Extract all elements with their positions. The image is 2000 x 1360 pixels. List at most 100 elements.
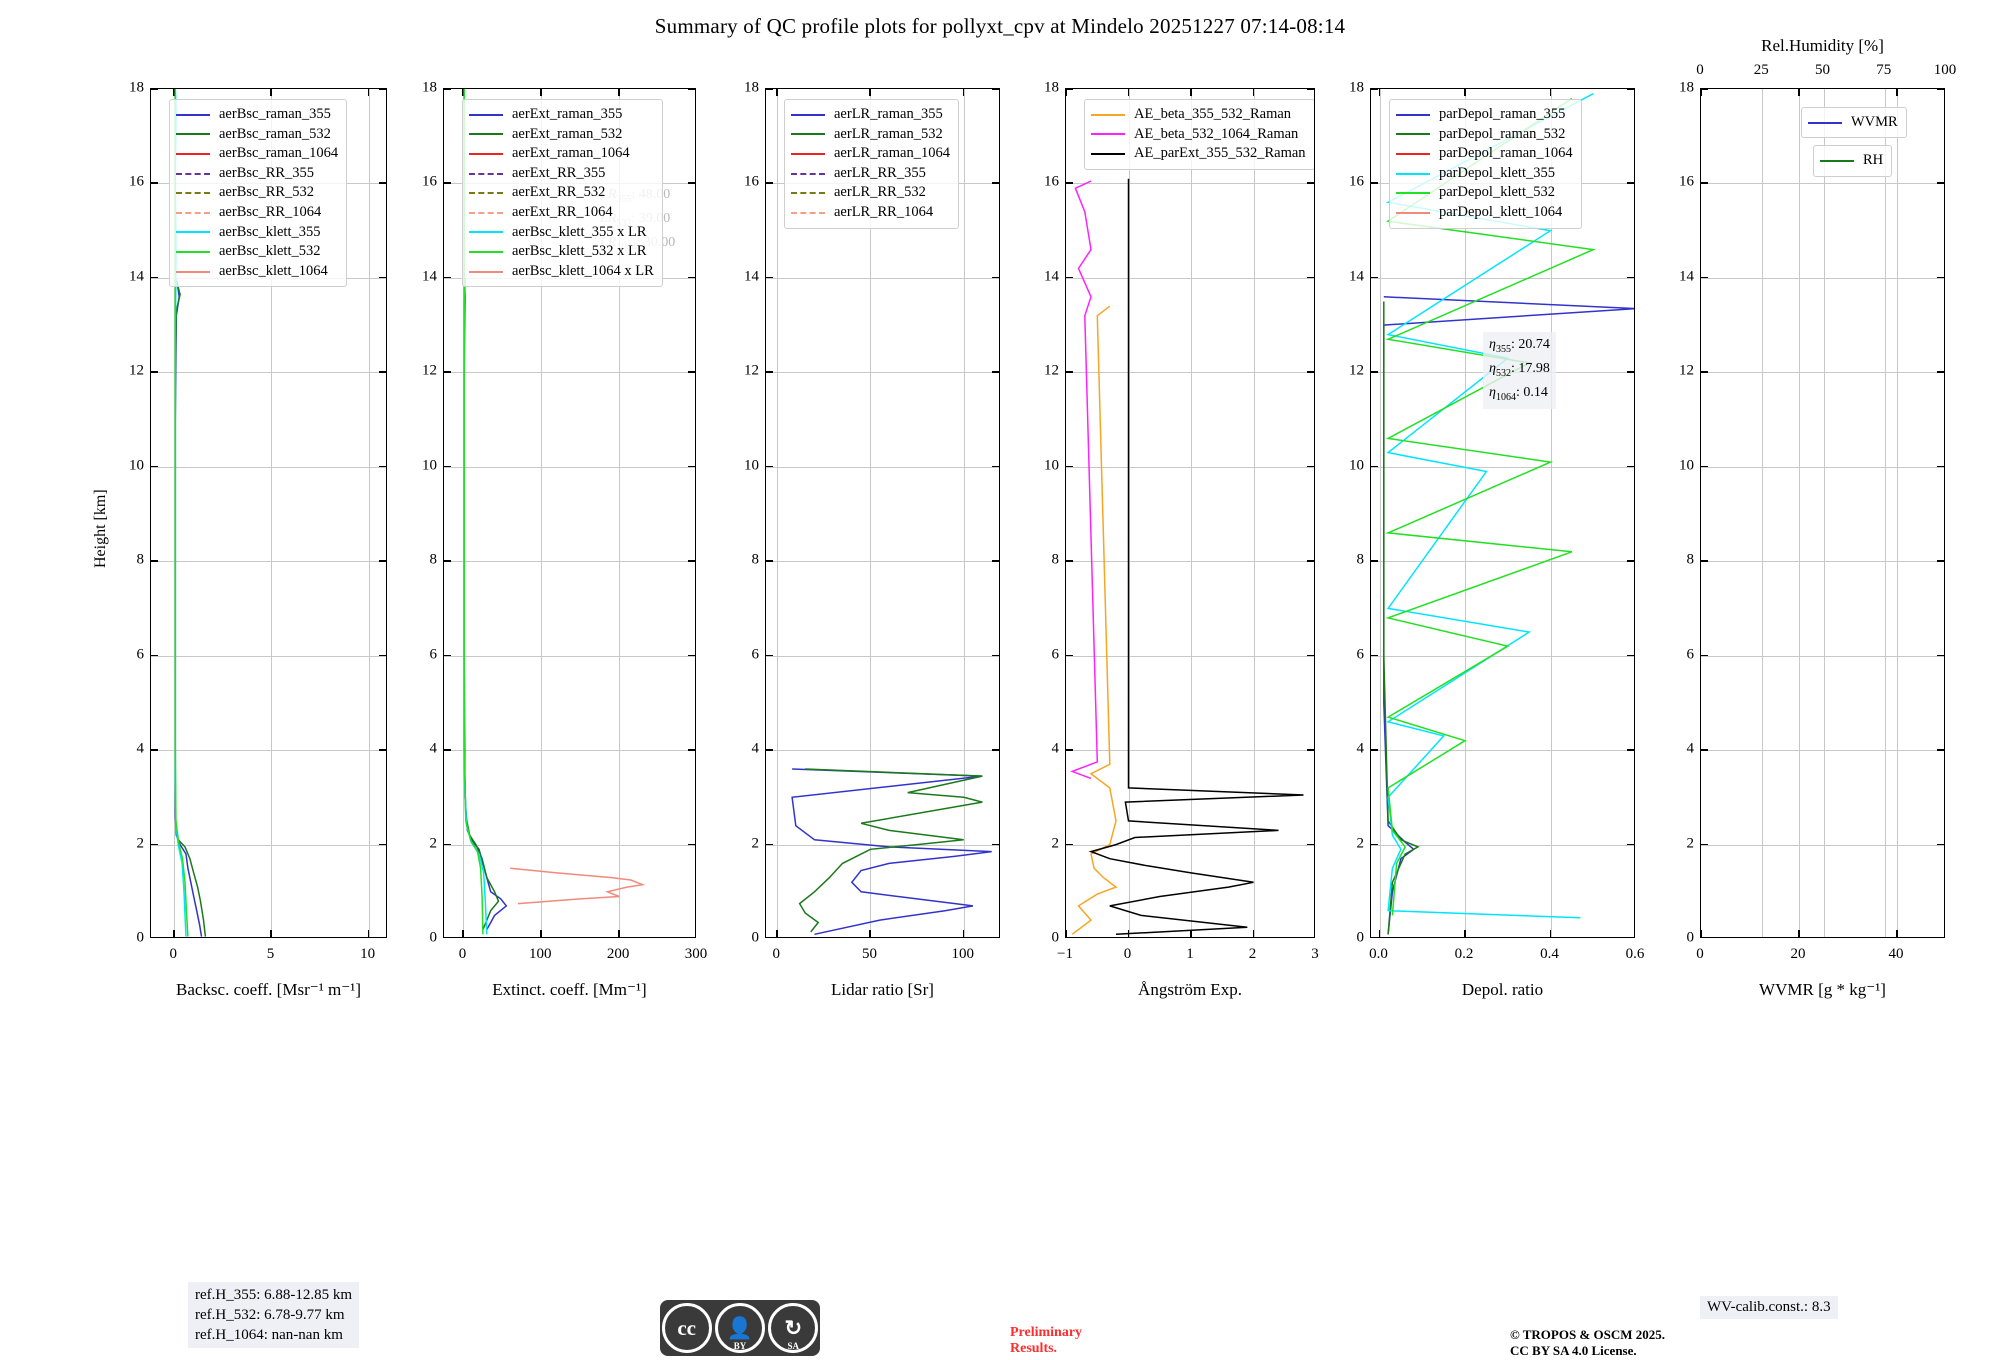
x-tick — [1378, 930, 1381, 937]
legend-swatch-icon — [791, 133, 825, 136]
y-tick-label: 6 — [1686, 646, 1695, 663]
legend-item[interactable]: aerExt_raman_355 — [469, 105, 654, 125]
legend-backscatter: aerBsc_raman_355 aerBsc_raman_532 aerBsc_r… — [169, 99, 348, 288]
y-tick-label: 14 — [129, 268, 144, 285]
gridline-h — [1371, 277, 1634, 279]
legend-item[interactable]: parDepol_raman_532 — [1396, 125, 1573, 145]
legend-label: parDepol_klett_532 — [1439, 184, 1555, 201]
x-tick — [1066, 89, 1067, 96]
x-tick-label: 1 — [1186, 946, 1194, 962]
legend-item[interactable]: RH — [1820, 151, 1883, 171]
legend-item[interactable]: aerBsc_klett_1064 — [176, 262, 338, 282]
legend-label: aerBsc_RR_1064 — [219, 203, 322, 220]
series-layer — [1070, 178, 1304, 936]
y-tick — [688, 749, 695, 751]
legend-item[interactable]: aerBsc_klett_355 — [176, 223, 338, 243]
y-tick — [992, 182, 999, 185]
x-tick — [776, 930, 778, 937]
gridline-h — [766, 466, 999, 468]
legend-item[interactable]: aerExt_raman_532 — [469, 125, 654, 145]
legend-item[interactable]: aerLR_RR_532 — [791, 183, 950, 203]
x-tick-label: 0.0 — [1369, 946, 1388, 962]
legend-item[interactable]: aerBsc_klett_1064 x LR — [469, 262, 654, 282]
legend-item[interactable]: AE_beta_355_532_Raman — [1091, 105, 1306, 125]
legend-item[interactable]: aerBsc_RR_1064 — [176, 203, 338, 223]
y-tick-label: 12 — [422, 362, 437, 379]
y-tick-label: 4 — [1051, 740, 1060, 757]
annotation-depol: η355: 20.74 η532: 17.98 η1064: 0.14 — [1483, 332, 1556, 410]
y-tick — [1371, 654, 1378, 657]
y-tick-label: 2 — [429, 835, 438, 852]
legend-item[interactable]: aerBsc_RR_532 — [176, 183, 338, 203]
y-tick — [1627, 371, 1634, 373]
y-tick — [1937, 89, 1944, 90]
legend-swatch-icon — [791, 152, 825, 155]
y-tick — [688, 465, 695, 468]
legend-item[interactable]: aerLR_RR_1064 — [791, 203, 950, 223]
legend-item[interactable]: parDepol_raman_355 — [1396, 105, 1573, 125]
legend-item[interactable]: parDepol_klett_532 — [1396, 183, 1573, 203]
legend-swatch-icon — [1396, 152, 1430, 155]
legend-swatch-icon — [469, 211, 503, 214]
legend-swatch-icon — [1091, 113, 1125, 116]
legend-item[interactable]: parDepol_raman_1064 — [1396, 144, 1573, 164]
cc-circle-icon: cc — [661, 1303, 712, 1353]
legend-item[interactable]: aerExt_RR_1064 — [469, 203, 654, 223]
plot-panel-backscatter: aerBsc_raman_355 aerBsc_raman_532 aerBsc_r… — [150, 88, 387, 938]
page-title: Summary of QC profile plots for pollyxt_… — [654, 14, 1346, 38]
legend-depol: parDepol_raman_355 parDepol_raman_532 parD… — [1389, 99, 1582, 229]
y-tick — [1371, 371, 1378, 373]
y-tick-label: 10 — [1679, 457, 1694, 474]
legend-item[interactable]: aerLR_raman_532 — [791, 125, 950, 145]
gridline-h — [1066, 844, 1314, 846]
preliminary-line: Results. — [1010, 1341, 1058, 1356]
x-tick — [1464, 930, 1466, 937]
legend-item[interactable]: aerLR_raman_1064 — [791, 144, 950, 164]
legend-swatch-icon — [1396, 113, 1430, 116]
x-tick — [1127, 89, 1130, 96]
y-tick — [1937, 654, 1944, 657]
y-tick — [688, 843, 695, 846]
legend-item[interactable]: aerBsc_klett_532 — [176, 242, 338, 262]
gridline-h — [1701, 277, 1944, 279]
y-tick — [1307, 182, 1314, 185]
y-tick — [1371, 465, 1378, 468]
y-tick-label: 6 — [136, 646, 145, 663]
legend-item[interactable]: AE_parExt_355_532_Raman — [1091, 144, 1306, 164]
gridline-v — [963, 89, 965, 937]
legend-label: parDepol_klett_355 — [1439, 164, 1555, 181]
gridline-h — [444, 655, 695, 657]
gridline-h — [1701, 561, 1944, 563]
legend-item[interactable]: aerBsc_klett_532 x LR — [469, 242, 654, 262]
legend-item[interactable]: aerExt_raman_1064 — [469, 144, 654, 164]
x-tick — [869, 930, 872, 937]
legend-item[interactable]: aerBsc_RR_355 — [176, 164, 338, 184]
y-tick-label: 16 — [1679, 173, 1694, 190]
x-tick-label: −1 — [1057, 946, 1073, 962]
x-tick — [1190, 89, 1192, 96]
y-tick — [766, 89, 773, 90]
legend-item[interactable]: aerBsc_raman_532 — [176, 125, 338, 145]
legend-label: aerBsc_klett_1064 — [219, 262, 328, 279]
y-tick — [379, 843, 386, 846]
legend-item[interactable]: parDepol_klett_355 — [1396, 164, 1573, 184]
series-line — [798, 768, 983, 933]
y-tick — [1371, 843, 1378, 846]
legend-item[interactable]: aerExt_RR_355 — [469, 164, 654, 184]
y-tick-label: 6 — [429, 646, 438, 663]
legend-item[interactable]: aerLR_raman_355 — [791, 105, 950, 125]
legend-item[interactable]: parDepol_klett_1064 — [1396, 203, 1573, 223]
legend-label: AE_beta_532_1064_Raman — [1134, 125, 1299, 142]
legend-item[interactable]: aerExt_RR_532 — [469, 183, 654, 203]
x-tick — [869, 89, 872, 96]
x-tick — [618, 89, 620, 96]
legend-item[interactable]: aerLR_RR_355 — [791, 164, 950, 184]
x-tick — [1701, 89, 1702, 96]
legend-item[interactable]: WVMR — [1808, 113, 1898, 133]
top-x-tick-label: 0 — [1696, 62, 1704, 78]
legend-item[interactable]: AE_beta_532_1064_Raman — [1091, 125, 1306, 145]
legend-item[interactable]: aerBsc_raman_1064 — [176, 144, 338, 164]
legend-label: AE_beta_355_532_Raman — [1134, 106, 1292, 122]
legend-item[interactable]: aerBsc_klett_355 x LR — [469, 223, 654, 243]
legend-item[interactable]: aerBsc_raman_355 — [176, 105, 338, 125]
